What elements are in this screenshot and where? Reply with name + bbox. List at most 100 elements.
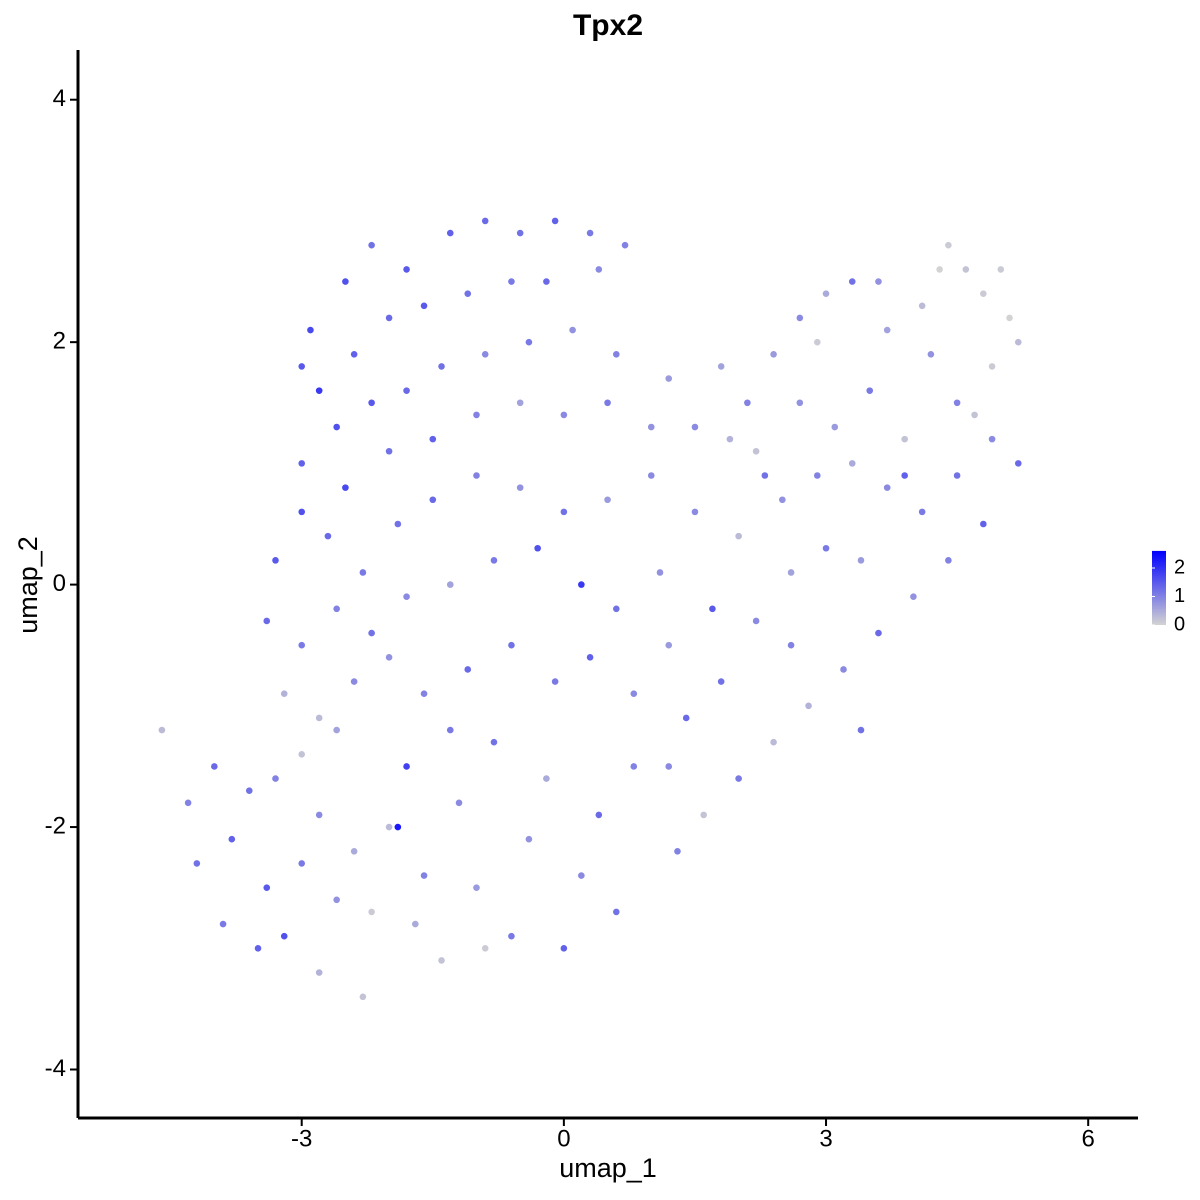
point bbox=[543, 775, 550, 782]
x-tick-label: 3 bbox=[819, 1125, 832, 1152]
point bbox=[263, 617, 271, 625]
colorbar-tick-label: 1 bbox=[1174, 585, 1185, 607]
point bbox=[980, 520, 987, 528]
point bbox=[315, 811, 323, 819]
y-axis-label: umap_2 bbox=[13, 536, 43, 634]
point bbox=[420, 690, 428, 698]
point bbox=[333, 605, 340, 613]
point bbox=[1014, 338, 1022, 346]
point bbox=[761, 472, 769, 479]
point bbox=[953, 399, 961, 407]
point bbox=[342, 278, 349, 285]
point bbox=[525, 338, 533, 346]
point bbox=[918, 508, 926, 516]
point bbox=[945, 241, 952, 249]
point bbox=[988, 435, 996, 443]
point bbox=[350, 678, 358, 685]
point bbox=[813, 338, 821, 346]
point bbox=[368, 241, 375, 249]
point bbox=[298, 860, 306, 867]
point bbox=[848, 278, 856, 285]
point bbox=[971, 411, 978, 419]
point bbox=[613, 605, 620, 613]
point bbox=[534, 544, 541, 552]
point bbox=[630, 690, 638, 698]
point bbox=[455, 799, 463, 807]
point bbox=[700, 811, 707, 819]
point bbox=[630, 763, 638, 770]
point bbox=[350, 350, 358, 358]
point bbox=[936, 266, 943, 273]
point bbox=[770, 738, 777, 746]
point bbox=[569, 326, 576, 334]
point bbox=[464, 666, 472, 673]
point bbox=[918, 302, 926, 310]
point bbox=[403, 266, 410, 273]
point bbox=[438, 957, 445, 964]
point bbox=[691, 508, 699, 516]
point bbox=[359, 569, 367, 576]
point bbox=[735, 532, 742, 540]
point bbox=[787, 641, 795, 649]
point bbox=[656, 569, 664, 576]
point bbox=[272, 557, 279, 564]
point bbox=[385, 654, 393, 661]
point bbox=[595, 266, 603, 273]
point bbox=[901, 435, 908, 443]
point bbox=[831, 423, 839, 431]
point bbox=[857, 557, 865, 564]
point bbox=[796, 314, 804, 322]
point bbox=[193, 860, 201, 867]
point bbox=[586, 654, 594, 661]
point bbox=[647, 423, 655, 431]
point bbox=[438, 363, 445, 370]
point bbox=[551, 217, 559, 225]
point bbox=[298, 363, 306, 370]
point bbox=[254, 944, 262, 952]
point bbox=[368, 629, 375, 637]
point bbox=[228, 835, 236, 843]
point bbox=[508, 641, 515, 649]
point bbox=[333, 896, 340, 904]
point bbox=[298, 460, 306, 467]
point bbox=[621, 241, 629, 249]
point bbox=[647, 472, 655, 479]
point bbox=[586, 229, 594, 237]
point bbox=[394, 823, 402, 831]
point bbox=[560, 411, 568, 419]
point bbox=[901, 472, 908, 479]
point bbox=[953, 472, 961, 479]
point bbox=[219, 920, 227, 928]
point bbox=[822, 544, 830, 552]
point bbox=[298, 751, 306, 758]
point bbox=[315, 714, 323, 722]
point bbox=[875, 278, 882, 285]
point bbox=[245, 787, 253, 794]
point bbox=[980, 290, 987, 297]
y-tick-label: -4 bbox=[45, 1055, 66, 1082]
point bbox=[560, 508, 568, 516]
point bbox=[403, 387, 410, 394]
point bbox=[403, 763, 410, 770]
point bbox=[473, 884, 480, 891]
point bbox=[560, 944, 568, 952]
point bbox=[551, 678, 559, 685]
colorbar-tick-label: 2 bbox=[1174, 556, 1185, 578]
point bbox=[263, 884, 271, 891]
point bbox=[543, 278, 550, 285]
point bbox=[997, 266, 1005, 273]
colorbar-tick-label: 0 bbox=[1174, 613, 1185, 635]
point bbox=[709, 605, 716, 613]
point bbox=[324, 532, 332, 540]
point bbox=[446, 581, 454, 588]
point bbox=[770, 350, 777, 358]
x-tick-label: 0 bbox=[557, 1125, 570, 1152]
point bbox=[385, 823, 393, 831]
point bbox=[525, 835, 533, 843]
point bbox=[717, 363, 725, 370]
point bbox=[682, 714, 690, 722]
point bbox=[298, 641, 306, 649]
point bbox=[508, 932, 515, 940]
point bbox=[910, 593, 917, 601]
x-axis-label: umap_1 bbox=[559, 1153, 657, 1183]
